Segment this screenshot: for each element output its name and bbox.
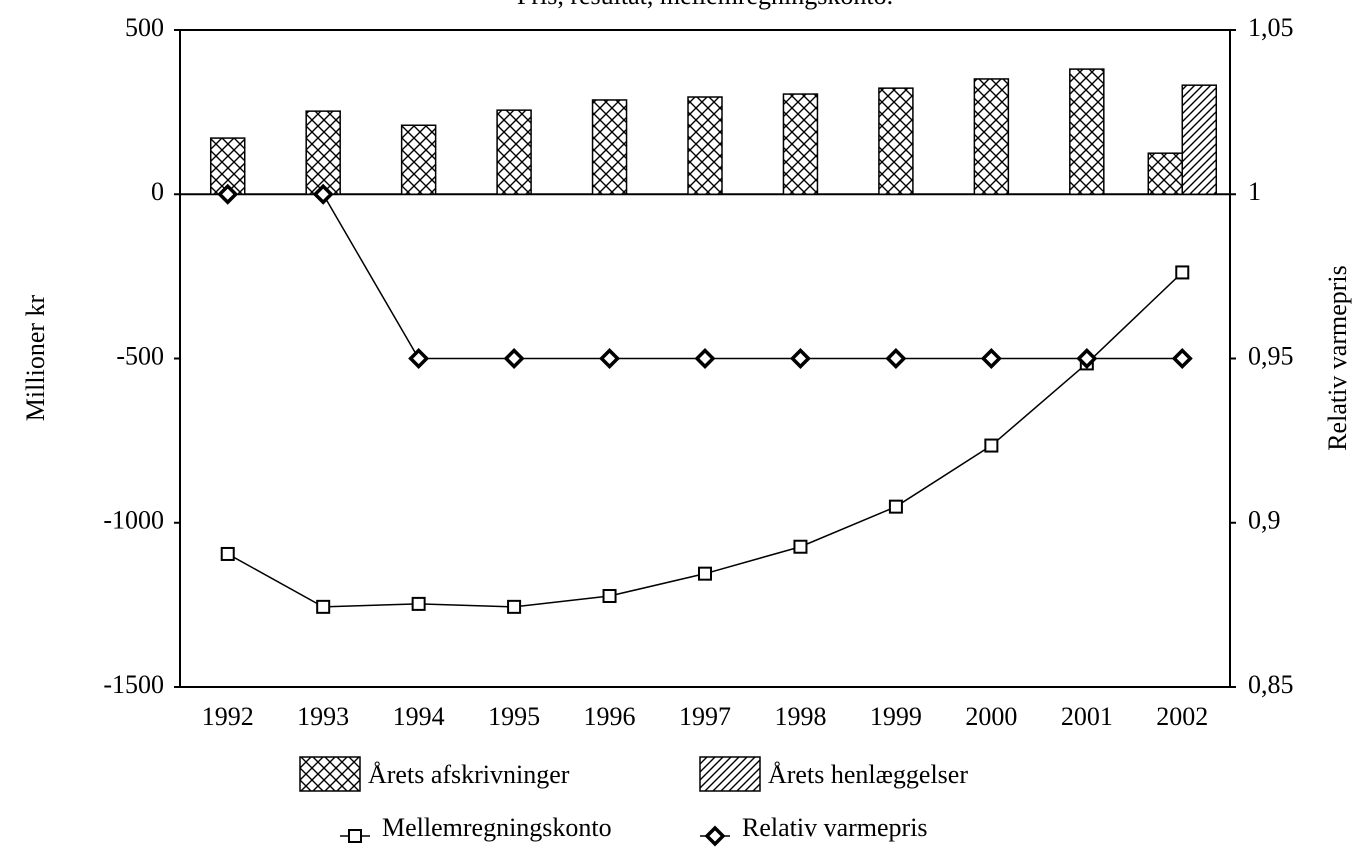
line-marker — [602, 589, 617, 604]
x-tick-label: 1997 — [679, 702, 731, 731]
x-tick-label: 1996 — [584, 702, 636, 731]
x-tick-label: 2002 — [1156, 702, 1208, 731]
x-tick-label: 1999 — [870, 702, 922, 731]
x-tick-label: 1998 — [774, 702, 826, 731]
bar — [591, 99, 628, 195]
x-tick-label: 2000 — [965, 702, 1017, 731]
y2-axis-label: Relativ varmepris — [1323, 265, 1352, 451]
bar — [496, 109, 532, 195]
line-marker — [217, 183, 239, 205]
bar — [782, 93, 819, 195]
legend-label: Mellemregningskonto — [382, 813, 612, 842]
line-marker — [1076, 348, 1098, 369]
y-tick-label: -1500 — [103, 670, 164, 699]
bar — [687, 96, 723, 195]
line-marker — [793, 539, 808, 554]
legend-label: Årets afskrivninger — [368, 760, 570, 789]
y2-tick-label: 0,9 — [1248, 506, 1281, 535]
y2-tick-label: 1 — [1248, 177, 1261, 206]
line-marker — [507, 599, 522, 614]
line-marker — [220, 546, 235, 561]
y2-tick-label: 1,05 — [1248, 13, 1294, 42]
series-line — [227, 193, 1183, 360]
bar — [1069, 68, 1105, 195]
bar — [400, 124, 437, 195]
line-marker — [984, 438, 999, 453]
line-marker — [885, 348, 907, 369]
bar — [1181, 84, 1218, 195]
legend-label: Årets henlæggelser — [768, 760, 968, 789]
y-axis-label: Millioner kr — [21, 294, 50, 421]
line-marker — [694, 348, 716, 369]
line-marker — [503, 348, 525, 369]
line-marker — [599, 348, 621, 369]
line-marker — [348, 829, 362, 843]
line-marker — [411, 596, 426, 611]
x-tick-label: 1994 — [393, 702, 445, 731]
y2-tick-label: 0,85 — [1248, 670, 1294, 699]
y-tick-label: -500 — [116, 341, 164, 370]
bar — [878, 87, 914, 195]
y-tick-label: 0 — [151, 177, 164, 206]
line-marker — [316, 599, 331, 614]
chart-title: Pris, resultat, mellemregningskonto. — [517, 0, 893, 10]
y-tick-label: 500 — [125, 13, 164, 42]
y2-tick-label: 0,95 — [1248, 341, 1294, 370]
line-marker — [704, 825, 726, 847]
x-tick-label: 2001 — [1061, 702, 1113, 731]
bar — [973, 78, 1010, 195]
line-marker — [408, 348, 430, 369]
line-marker — [789, 348, 811, 369]
legend-label: Relativ varmepris — [742, 813, 928, 842]
x-tick-label: 1995 — [488, 702, 540, 731]
line-marker — [980, 348, 1002, 369]
legend-swatch — [699, 756, 761, 792]
y-tick-label: -1000 — [103, 506, 164, 535]
bar — [1147, 152, 1184, 195]
series-line — [227, 271, 1183, 608]
bar — [305, 110, 341, 195]
line-marker — [1175, 265, 1190, 280]
x-tick-label: 1993 — [297, 702, 349, 731]
legend-swatch — [299, 756, 361, 792]
line-marker — [698, 566, 712, 581]
line-marker — [312, 183, 334, 205]
x-tick-label: 1992 — [202, 702, 254, 731]
line-marker — [1171, 348, 1193, 369]
line-marker — [888, 499, 903, 514]
